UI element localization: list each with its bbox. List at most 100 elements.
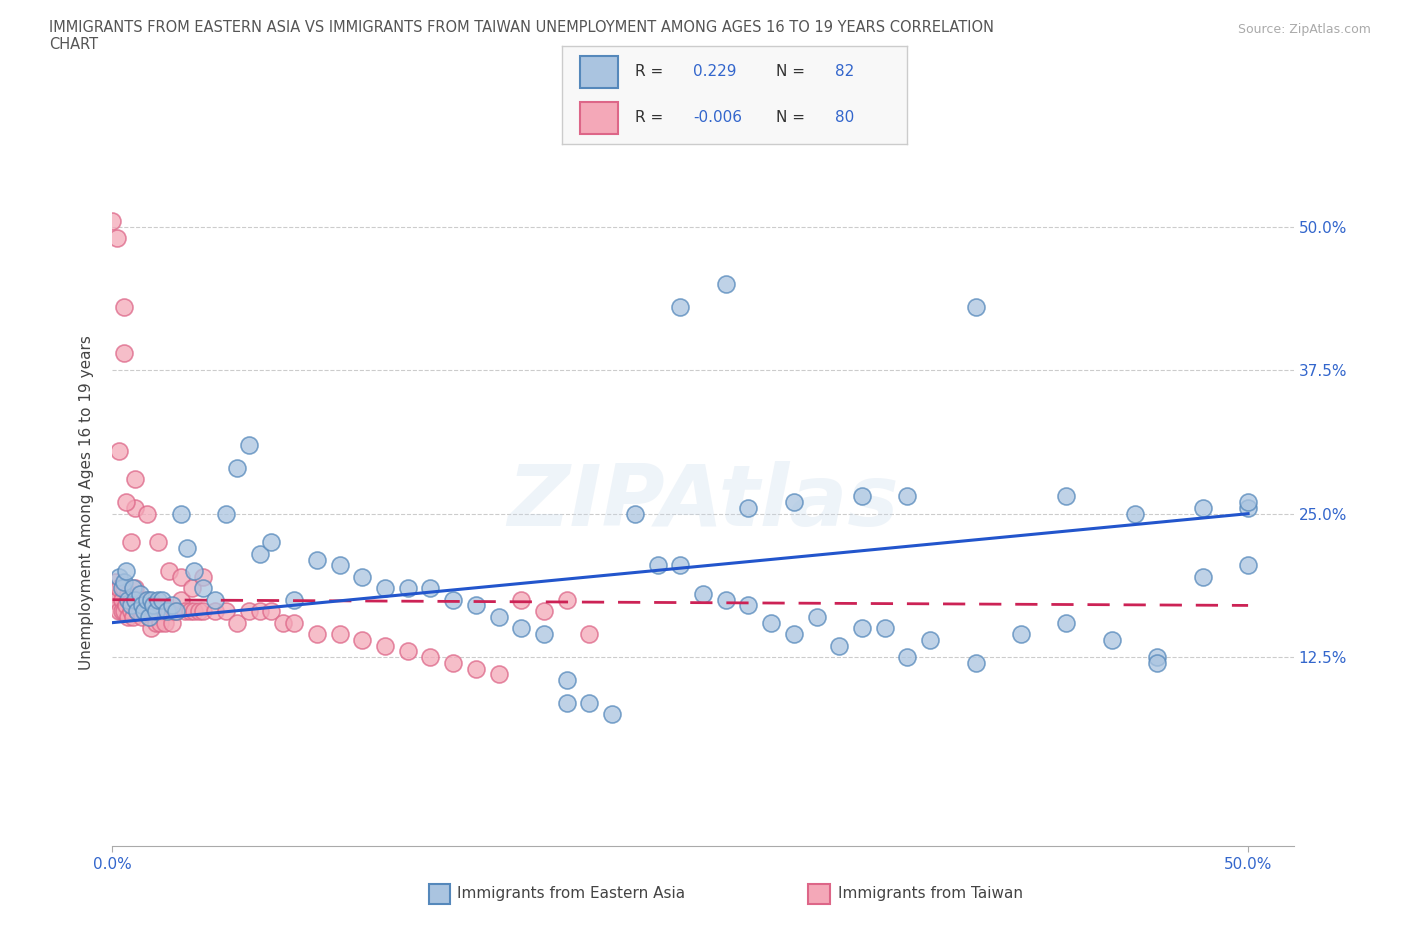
Point	[238, 437, 260, 452]
Point	[156, 604, 179, 618]
Point	[238, 604, 260, 618]
Point	[115, 598, 138, 613]
Point	[124, 472, 146, 486]
Point	[1237, 495, 1260, 510]
Point	[464, 661, 486, 676]
Point	[510, 621, 533, 636]
Point	[578, 696, 600, 711]
Text: ZIPAtlas: ZIPAtlas	[508, 460, 898, 544]
Point	[714, 592, 737, 607]
Point	[1054, 616, 1077, 631]
Text: 82: 82	[835, 64, 853, 79]
Point	[108, 580, 131, 596]
Text: N =: N =	[776, 64, 810, 79]
Point	[122, 609, 145, 624]
Point	[215, 506, 238, 521]
Point	[1123, 506, 1146, 521]
Text: Immigrants from Taiwan: Immigrants from Taiwan	[838, 886, 1024, 901]
FancyBboxPatch shape	[579, 56, 617, 88]
Point	[165, 604, 187, 618]
Point	[138, 609, 160, 624]
Point	[215, 604, 238, 618]
Point	[533, 627, 555, 642]
Point	[146, 604, 169, 618]
Point	[441, 656, 464, 671]
Point	[249, 604, 271, 618]
Point	[183, 604, 205, 618]
Point	[112, 346, 135, 361]
Point	[169, 506, 191, 521]
Point	[135, 592, 157, 607]
Point	[896, 489, 918, 504]
Point	[329, 558, 352, 573]
Point	[260, 604, 283, 618]
Point	[783, 627, 806, 642]
Point	[226, 460, 249, 475]
Text: R =: R =	[634, 64, 668, 79]
Point	[737, 598, 759, 613]
Point	[965, 656, 987, 671]
Point	[283, 616, 305, 631]
Point	[193, 604, 215, 618]
FancyBboxPatch shape	[579, 102, 617, 135]
Point	[145, 604, 167, 618]
Point	[127, 592, 149, 607]
Point	[120, 604, 142, 618]
Point	[163, 604, 186, 618]
Point	[714, 277, 737, 292]
Point	[305, 552, 328, 567]
Point	[555, 672, 578, 687]
Point	[488, 667, 510, 682]
Point	[134, 604, 156, 618]
Point	[134, 604, 156, 618]
Text: R =: R =	[634, 111, 668, 126]
Point	[873, 621, 896, 636]
Point	[165, 604, 187, 618]
Point	[122, 580, 145, 596]
Point	[1237, 500, 1260, 515]
Point	[120, 592, 142, 607]
Point	[117, 609, 139, 624]
Point	[160, 598, 183, 613]
Point	[624, 506, 647, 521]
Point	[1191, 500, 1213, 515]
Point	[115, 495, 138, 510]
Point	[183, 564, 205, 578]
Point	[396, 580, 419, 596]
Point	[146, 592, 169, 607]
Point	[112, 575, 135, 590]
Point	[120, 535, 142, 550]
Point	[176, 540, 198, 555]
Point	[419, 580, 441, 596]
Point	[146, 535, 169, 550]
Point	[283, 592, 305, 607]
Point	[1191, 569, 1213, 584]
Point	[131, 598, 153, 613]
Point	[131, 592, 153, 607]
Point	[138, 609, 160, 624]
Point	[851, 489, 873, 504]
Point	[105, 592, 128, 607]
Point	[145, 616, 167, 631]
Point	[156, 604, 179, 618]
Point	[193, 580, 215, 596]
Text: 0.229: 0.229	[693, 64, 737, 79]
Text: -0.006: -0.006	[693, 111, 742, 126]
Point	[305, 627, 328, 642]
Point	[153, 616, 176, 631]
Point	[108, 569, 131, 584]
Point	[169, 569, 191, 584]
Point	[110, 592, 132, 607]
Point	[127, 604, 149, 618]
Point	[157, 564, 180, 578]
Point	[352, 632, 374, 647]
Point	[329, 627, 352, 642]
Point	[1146, 650, 1168, 665]
Point	[101, 592, 124, 607]
Point	[419, 650, 441, 665]
Point	[115, 564, 138, 578]
Point	[1101, 632, 1123, 647]
Point	[142, 604, 165, 618]
Point	[117, 587, 139, 602]
Point	[1010, 627, 1032, 642]
